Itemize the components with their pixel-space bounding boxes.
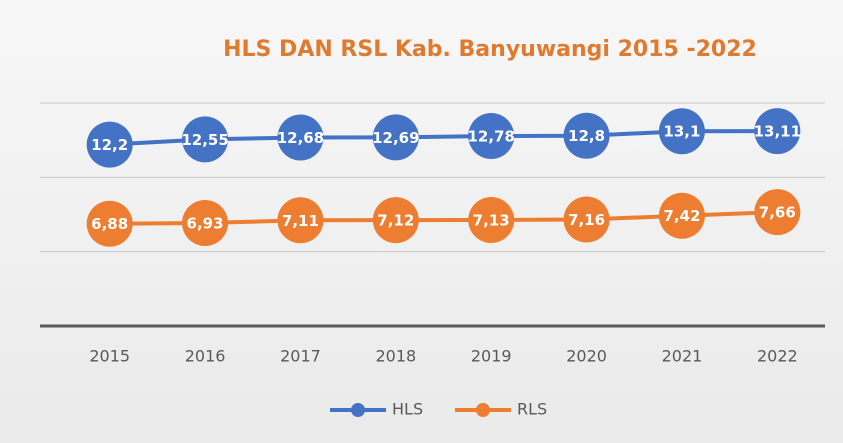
x-tick-label: 2018 (375, 347, 416, 366)
x-tick-label: 2022 (757, 347, 798, 366)
data-label: 12,69 (372, 129, 419, 147)
legend-marker (351, 403, 365, 417)
marker (182, 199, 229, 246)
data-label: 7,12 (377, 212, 414, 230)
data-label: 13,11 (754, 123, 801, 141)
legend-label: HLS (392, 400, 423, 419)
marker (563, 196, 610, 243)
x-tick-label: 2017 (280, 347, 321, 366)
legend-marker (476, 403, 490, 417)
chart-title: HLS DAN RSL Kab. Banyuwangi 2015 -2022 (223, 37, 757, 62)
marker (372, 114, 419, 161)
data-label: 12,78 (467, 128, 514, 146)
marker (277, 114, 324, 161)
x-tick-label: 2019 (471, 347, 512, 366)
x-tick-label: 2020 (566, 347, 607, 366)
data-label: 12,2 (91, 136, 128, 154)
data-label: 13,1 (663, 123, 700, 141)
x-tick-label: 2015 (89, 347, 130, 366)
legend-label: RLS (517, 400, 547, 419)
marker (754, 108, 801, 155)
data-label: 7,16 (568, 211, 605, 229)
marker (182, 116, 229, 163)
marker (468, 113, 515, 160)
marker (563, 112, 610, 159)
data-label: 7,11 (282, 212, 319, 230)
data-label: 7,42 (663, 207, 700, 225)
data-label: 12,55 (181, 131, 228, 149)
marker (277, 197, 324, 244)
data-label: 7,13 (473, 212, 510, 230)
data-label: 7,66 (759, 204, 796, 222)
marker (86, 200, 133, 247)
marker (86, 121, 133, 168)
x-tick-label: 2021 (662, 347, 703, 366)
marker (754, 189, 801, 236)
marker (658, 108, 705, 155)
data-label: 12,68 (277, 129, 324, 147)
marker (658, 192, 705, 239)
data-label: 12,8 (568, 127, 605, 145)
data-label: 6,93 (187, 214, 224, 232)
marker (468, 197, 515, 244)
data-label: 6,88 (91, 215, 128, 233)
marker (372, 197, 419, 244)
x-tick-label: 2016 (185, 347, 226, 366)
